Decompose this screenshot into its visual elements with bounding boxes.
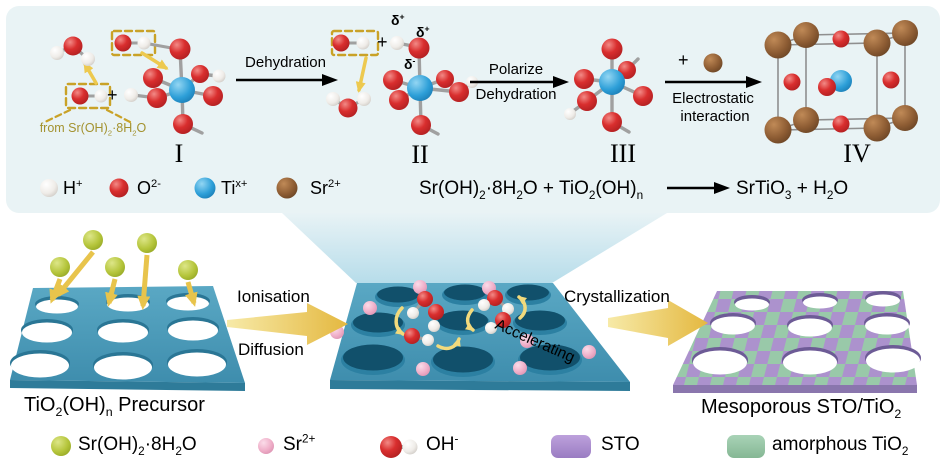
polarize-arrow-label-top: Polarize [488, 61, 544, 78]
plus-sign-structure4: + [678, 50, 689, 70]
legend-label-hydrogen: H+ [63, 178, 83, 198]
slab-product [673, 291, 921, 393]
ionisation-label: Ionisation [237, 287, 310, 306]
transfer-arrow-to-complex [140, 51, 169, 70]
dashed-box-oh [330, 29, 380, 57]
stage-label-i: I [174, 139, 184, 168]
stage-label-ii: II [411, 140, 429, 169]
structure-iii-molecule [564, 38, 653, 134]
stage-label-iv: IV [843, 139, 871, 168]
stage-label-iii: III [610, 139, 636, 168]
plus-sign-structure2: + [377, 32, 388, 52]
precursor-caption: TiO2(OH)n Precursor [24, 394, 205, 419]
transfer-arrow-to-water [355, 56, 368, 93]
bottom-legend-label-sr: Sr2+ [283, 432, 316, 455]
bottom-legend-label-sto: STO [601, 434, 640, 455]
product-caption: Mesoporous STO/TiO2 [701, 396, 902, 421]
slab-precursor-holes [10, 293, 227, 380]
slab-precursor [10, 286, 245, 391]
delta-minus-label: δ- [404, 55, 416, 72]
equation-lhs: Sr(OH)2·8H2O + TiO2(OH)n [419, 178, 644, 202]
electrostatic-arrow-label-bottom: interaction [680, 108, 750, 125]
legend-label-strontium: Sr2+ [310, 178, 341, 198]
hydroxide-cluster-right [464, 290, 527, 334]
bottom-legend-label-oh: OH- [426, 432, 459, 455]
panel-legend-balls [40, 177, 298, 199]
delta-plus-label-b: δ+ [416, 23, 430, 40]
sroh-particles-falling [49, 230, 198, 310]
ionisation-arrow [227, 303, 348, 345]
plus-sign-structure1: + [107, 85, 118, 105]
reaction-arrows [236, 74, 762, 194]
delta-plus-label-a: δ+ [391, 11, 405, 28]
slab-intermediate-holes [341, 284, 582, 377]
transfer-arrow-to-water [83, 61, 98, 85]
projection-cone [282, 213, 667, 283]
sr-ion-ball [703, 53, 723, 73]
from-sroh-annotation: from Sr(OH)2·8H2O [39, 121, 147, 138]
legend-label-titanium: Tix+ [221, 178, 248, 198]
dehydration-arrow-label: Dehydration [245, 54, 326, 71]
structure-i-molecule [43, 29, 226, 135]
structure-iv-unit-cell [764, 20, 918, 144]
dashed-box-oh-top [110, 29, 157, 57]
crystallization-label: Crystallization [564, 287, 670, 306]
hydroxide-cluster-left [394, 291, 461, 351]
slab-intermediate [330, 280, 630, 391]
slab-product-holes [692, 291, 921, 375]
crystallization-arrow [608, 300, 708, 346]
bottom-legend-label-tio2: amorphous TiO2 [772, 434, 909, 458]
bottom-legend-label-sroh: Sr(OH)2·8H2O [78, 434, 197, 458]
equation-rhs: SrTiO3 + H2O [736, 178, 849, 202]
electrostatic-arrow-label-top: Electrostatic [672, 90, 754, 107]
diffusion-label: Diffusion [238, 340, 304, 359]
bottom-legend-graphics [51, 435, 765, 458]
dashed-pointer-lines [43, 108, 132, 124]
legend-label-oxygen: O2- [137, 178, 161, 198]
polarize-arrow-label-bottom: Dehydration [475, 86, 557, 103]
